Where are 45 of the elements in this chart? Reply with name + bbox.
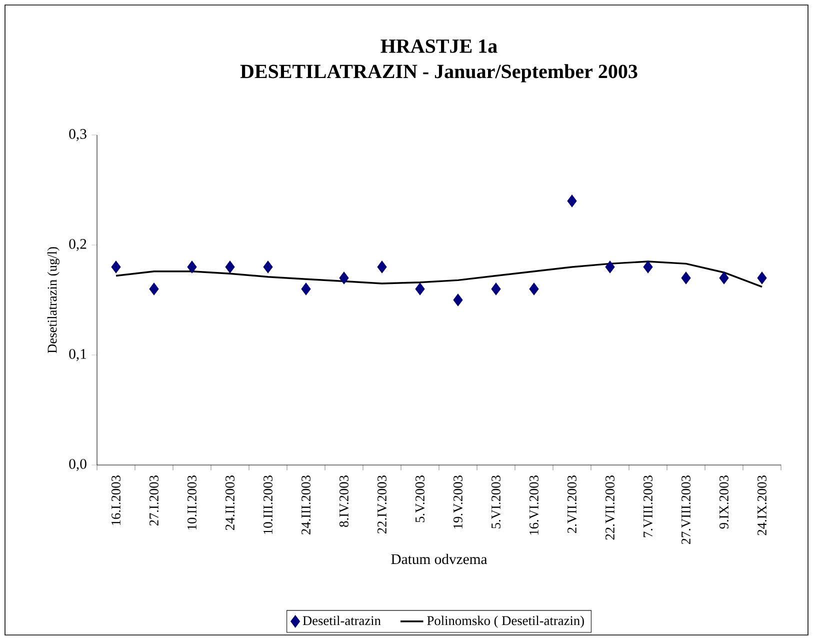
point bbox=[301, 282, 311, 296]
y-tick-label: 0,0 bbox=[69, 458, 86, 471]
x-tick-label: 9.IX.2003 bbox=[719, 476, 729, 529]
x-tick-label: 24.III.2003 bbox=[301, 476, 311, 534]
x-tick-label: 22.IV.2003 bbox=[377, 476, 387, 534]
x-tick-label: 22.VII.2003 bbox=[605, 476, 615, 540]
point bbox=[111, 260, 121, 274]
point bbox=[415, 282, 425, 296]
y-axis-title: Desetilatrazin (ug/l) bbox=[47, 247, 60, 354]
x-tick-label: 27.VIII.2003 bbox=[681, 476, 691, 544]
point bbox=[377, 260, 387, 274]
x-tick-label: 2.VII.2003 bbox=[567, 476, 577, 533]
point bbox=[263, 260, 273, 274]
x-tick-label: 10.III.2003 bbox=[263, 476, 273, 534]
y-tick-label: 0,3 bbox=[69, 129, 86, 141]
point bbox=[643, 260, 653, 274]
legend-label: Desetil-atrazin bbox=[302, 616, 381, 626]
point bbox=[605, 260, 615, 274]
point bbox=[225, 260, 235, 274]
x-tick-label: 19.V.2003 bbox=[453, 476, 463, 528]
point bbox=[681, 272, 691, 284]
point bbox=[491, 282, 501, 296]
x-tick-label: 5.VI.2003 bbox=[491, 476, 501, 528]
legend-label: Polinomsko ( Desetil-atrazin) bbox=[427, 616, 584, 628]
x-tick-label: 16.I.2003 bbox=[111, 476, 121, 525]
x-tick-label: 7.VIII.2003 bbox=[643, 476, 653, 538]
x-axis-title: Datum odvzema bbox=[391, 554, 488, 564]
x-tick-label: 16.VI.2003 bbox=[529, 476, 539, 535]
point bbox=[453, 294, 463, 306]
point bbox=[567, 194, 577, 208]
x-tick-label: 5.V.2003 bbox=[415, 476, 425, 522]
y-tick-label: 0,2 bbox=[69, 238, 86, 251]
chart-title: HRASTJE 1a DESETILATRAZIN - Januar/September 2003 bbox=[240, 39, 638, 82]
x-tick-label: 8.IV.2003 bbox=[339, 476, 349, 527]
point bbox=[339, 272, 349, 284]
point bbox=[187, 260, 197, 274]
x-tick-label: 10.II.2003 bbox=[187, 476, 197, 530]
point bbox=[719, 272, 729, 284]
point bbox=[149, 282, 159, 296]
point bbox=[757, 272, 767, 284]
x-tick-label: 27.I.2003 bbox=[149, 476, 159, 526]
point bbox=[529, 282, 539, 296]
y-tick-label: 0,1 bbox=[69, 348, 86, 361]
x-tick-label: 24.II.2003 bbox=[225, 476, 235, 530]
x-tick-label: 24.IX.2003 bbox=[757, 476, 767, 536]
